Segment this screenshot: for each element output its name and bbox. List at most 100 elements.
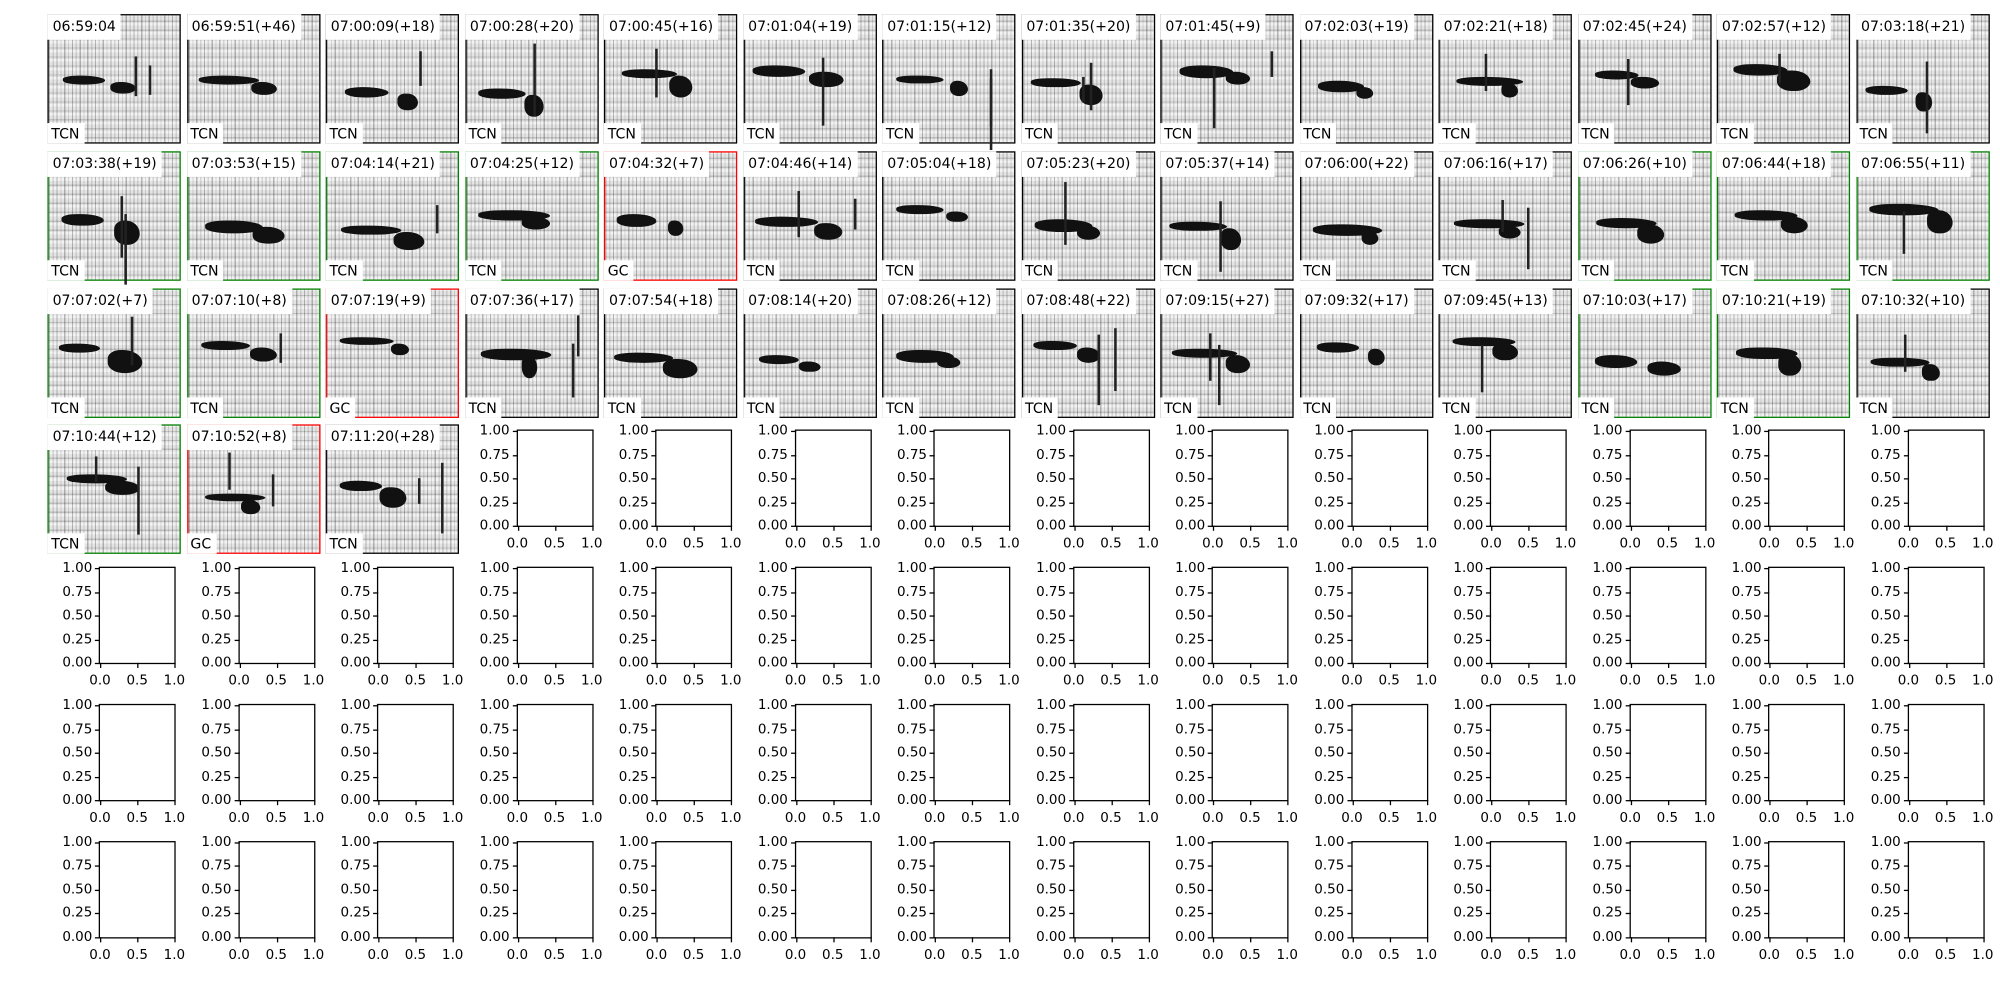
- noise-streak: [1500, 199, 1504, 233]
- spectrogram-panel: 06:59:04 TCN: [47, 14, 181, 144]
- y-tick-label: 0.50: [757, 881, 788, 898]
- y-tick: [373, 705, 379, 707]
- x-tick: [1351, 663, 1354, 669]
- call-trace: [669, 76, 693, 98]
- x-tick-label: 1.0: [302, 810, 325, 826]
- x-tick: [934, 526, 936, 532]
- y-tick: [651, 455, 657, 457]
- panel-species-label: TCN: [603, 396, 642, 418]
- x-tick-label: 0.5: [265, 947, 288, 963]
- y-tick: [1903, 889, 1909, 891]
- call-trace: [1594, 355, 1637, 368]
- call-trace: [339, 337, 395, 346]
- x-tick-label: 0.0: [784, 810, 807, 826]
- y-tick: [1346, 526, 1352, 528]
- y-tick-label: 0.25: [1592, 631, 1623, 648]
- y-tick-label: 0.00: [757, 929, 788, 945]
- y-tick: [94, 615, 101, 617]
- spectrogram-panel: 07:03:53(+15) TCN: [186, 151, 320, 281]
- x-tick: [1073, 663, 1076, 669]
- x-tick-label: 1.0: [302, 673, 325, 689]
- y-tick-label: 1.00: [201, 560, 232, 576]
- y-tick-label: 0.50: [618, 744, 649, 761]
- panel-timestamp: 07:10:21(+19): [1716, 287, 1832, 314]
- x-tick: [1843, 663, 1845, 669]
- y-tick-label: 0.75: [1731, 721, 1762, 737]
- y-tick-label: 0.00: [1036, 929, 1067, 945]
- y-tick-label: 1.00: [1314, 697, 1345, 713]
- y-tick: [790, 615, 796, 617]
- x-tick: [693, 526, 695, 532]
- call-trace: [1921, 364, 1940, 381]
- noise-streak: [120, 196, 124, 258]
- y-tick-label: 0.50: [1453, 881, 1484, 898]
- x-tick: [869, 936, 872, 943]
- x-tick: [313, 936, 315, 943]
- x-tick: [730, 800, 733, 806]
- y-tick-label: 0.75: [340, 858, 371, 874]
- call-trace: [1367, 348, 1385, 366]
- y-tick-label: 0.00: [479, 792, 510, 808]
- y-tick: [1485, 889, 1492, 891]
- y-tick-label: 0.00: [1592, 929, 1623, 945]
- y-tick-label: 0.00: [1870, 518, 1901, 534]
- y-tick: [94, 889, 101, 891]
- x-tick: [1843, 936, 1845, 943]
- call-trace: [480, 348, 552, 361]
- y-tick: [1903, 615, 1909, 617]
- x-tick: [1630, 936, 1632, 943]
- x-tick: [452, 663, 454, 669]
- y-tick: [1207, 800, 1213, 802]
- x-tick: [174, 936, 176, 943]
- y-tick-label: 0.00: [1870, 792, 1901, 808]
- x-tick: [656, 526, 658, 532]
- y-tick: [233, 865, 240, 868]
- y-tick-label: 0.75: [757, 721, 788, 737]
- call-trace: [1220, 228, 1241, 250]
- y-tick: [929, 455, 935, 457]
- y-tick: [1485, 865, 1492, 868]
- y-tick: [651, 752, 657, 754]
- y-tick-label: 0.25: [1036, 905, 1067, 921]
- y-tick-label: 0.00: [1731, 929, 1762, 945]
- y-tick-label: 0.50: [1870, 744, 1901, 761]
- call-trace: [1868, 204, 1939, 216]
- y-tick-label: 0.75: [1314, 858, 1345, 874]
- x-tick-label: 1.0: [998, 536, 1020, 552]
- y-tick-label: 0.00: [1175, 929, 1206, 945]
- y-tick-label: 0.00: [340, 792, 371, 808]
- y-tick-label: 0.25: [201, 631, 232, 648]
- y-tick-label: 0.50: [1592, 471, 1623, 487]
- x-tick: [1528, 526, 1530, 532]
- y-tick-label: 0.75: [479, 584, 510, 600]
- x-tick-label: 0.0: [506, 947, 529, 963]
- spectrogram-panel: 07:07:19(+9) GC: [325, 287, 459, 418]
- y-tick: [1625, 591, 1631, 594]
- spectrogram-panel: 07:02:03(+19) TCN: [1299, 14, 1433, 144]
- x-tick-label: 1.0: [1276, 810, 1298, 826]
- empty-axes: 0.00 0.25 0.50 0.75 1.00 0.0 0.5 1.0: [1871, 561, 1994, 689]
- panel-timestamp: 07:01:45(+9): [1160, 14, 1266, 40]
- y-tick: [94, 705, 101, 707]
- x-tick-label: 0.0: [1897, 673, 1920, 689]
- empty-axes: 0.00 0.25 0.50 0.75 1.00 0.0 0.5 1.0: [1314, 561, 1437, 689]
- x-tick-label: 0.5: [1795, 810, 1818, 826]
- x-tick-label: 1.0: [580, 947, 603, 963]
- spectrogram-panel: 07:02:45(+24) TCN: [1577, 14, 1711, 144]
- x-tick: [1982, 663, 1985, 669]
- noise-streak: [1097, 334, 1101, 405]
- x-tick-label: 0.0: [1202, 536, 1224, 552]
- y-tick: [373, 936, 379, 939]
- panel-timestamp: 06:59:04: [47, 14, 122, 40]
- y-tick: [1346, 913, 1352, 915]
- y-tick-label: 0.50: [896, 471, 927, 487]
- y-tick: [1068, 615, 1074, 617]
- y-tick: [1625, 431, 1631, 433]
- x-tick-label: 0.0: [1063, 810, 1085, 826]
- x-tick-label: 0.0: [1480, 536, 1502, 552]
- x-tick: [137, 800, 139, 806]
- x-tick: [1287, 526, 1289, 532]
- y-tick: [790, 431, 796, 433]
- y-tick: [1207, 705, 1213, 707]
